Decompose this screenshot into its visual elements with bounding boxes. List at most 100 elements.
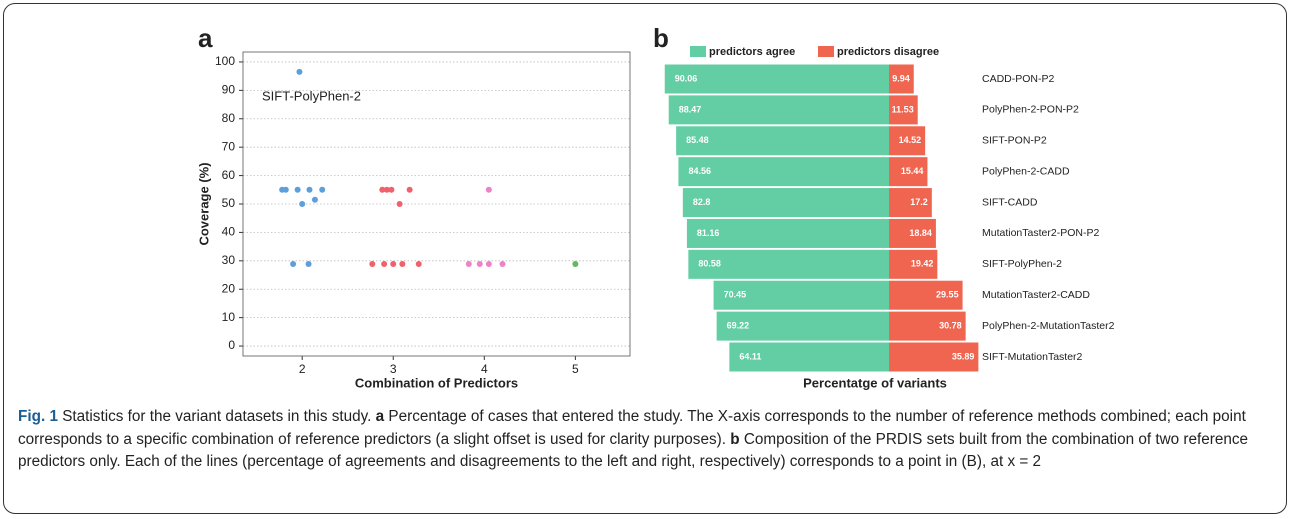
point bbox=[290, 260, 297, 267]
category-label: CADD-PON-P2 bbox=[982, 73, 1055, 85]
bar bbox=[889, 188, 932, 218]
bar bbox=[889, 249, 938, 279]
bar bbox=[889, 311, 966, 341]
caption-bold: b bbox=[730, 430, 740, 448]
bar bbox=[889, 342, 979, 372]
category-label: PolyPhen-2-PON-P2 bbox=[982, 104, 1079, 116]
annotation: SIFT-PolyPhen-2 bbox=[262, 88, 361, 103]
bar bbox=[889, 64, 914, 94]
category-label: PolyPhen-2-CADD bbox=[982, 165, 1070, 177]
bar bbox=[678, 157, 889, 187]
bar bbox=[889, 280, 963, 310]
value-label: 9.94 bbox=[892, 73, 910, 83]
legend-swatch bbox=[818, 46, 834, 57]
y-tick-label: 20 bbox=[222, 281, 236, 295]
value-label: 17.2 bbox=[910, 197, 928, 207]
point bbox=[572, 260, 579, 267]
point bbox=[396, 201, 403, 207]
x-tick-label: 5 bbox=[572, 362, 579, 376]
legend-label: predictors disagree bbox=[837, 46, 939, 58]
category-label: SIFT-PolyPhen-2 bbox=[982, 258, 1062, 270]
y-tick-label: 60 bbox=[222, 168, 236, 182]
x-tick-label: 3 bbox=[390, 362, 397, 376]
point bbox=[399, 260, 406, 267]
caption-text: Composition of the PRDIS sets built from… bbox=[18, 430, 1253, 471]
panel-label: a bbox=[198, 23, 213, 53]
value-label: 88.47 bbox=[679, 104, 702, 114]
category-label: SIFT-PON-P2 bbox=[982, 135, 1047, 147]
x-axis-label: Combination of Predictors bbox=[355, 375, 518, 390]
x-tick-label: 2 bbox=[299, 362, 306, 376]
point bbox=[299, 201, 306, 207]
y-tick-label: 90 bbox=[222, 83, 236, 97]
y-tick-label: 10 bbox=[222, 310, 236, 324]
point bbox=[476, 260, 483, 267]
point bbox=[369, 260, 376, 267]
value-label: 18.84 bbox=[909, 228, 932, 238]
bar bbox=[889, 95, 918, 125]
point bbox=[296, 68, 303, 75]
x-axis-label: Percentatge of variants bbox=[803, 375, 947, 390]
value-label: 19.42 bbox=[911, 259, 934, 269]
value-label: 90.06 bbox=[675, 73, 698, 83]
x-tick-label: 4 bbox=[481, 362, 488, 376]
bar bbox=[713, 280, 889, 310]
point bbox=[319, 186, 326, 193]
point bbox=[294, 186, 301, 193]
point bbox=[499, 260, 506, 267]
value-label: 64.11 bbox=[739, 351, 761, 361]
bar bbox=[889, 126, 926, 156]
caption-text: Percentage of cases that entered the stu… bbox=[18, 408, 1251, 448]
y-tick-label: 100 bbox=[215, 54, 235, 68]
caption-text: Statistics for the variant datasets in t… bbox=[57, 408, 376, 425]
caption-bold: Fig. 1 bbox=[18, 408, 58, 425]
bar bbox=[889, 218, 936, 248]
category-label: SIFT-CADD bbox=[982, 196, 1038, 208]
point bbox=[379, 186, 386, 193]
value-label: 84.56 bbox=[688, 166, 711, 176]
point bbox=[390, 260, 397, 267]
bar bbox=[729, 342, 889, 372]
legend-label: predictors agree bbox=[709, 46, 795, 58]
point bbox=[406, 186, 413, 193]
value-label: 14.52 bbox=[899, 135, 922, 145]
panel-label: b bbox=[653, 23, 669, 53]
y-tick-label: 30 bbox=[222, 253, 236, 267]
category-label: MutationTaster2-CADD bbox=[982, 289, 1090, 301]
value-label: 85.48 bbox=[686, 135, 709, 145]
legend-swatch bbox=[690, 46, 706, 57]
value-label: 70.45 bbox=[724, 290, 747, 300]
value-label: 81.16 bbox=[697, 228, 720, 238]
value-label: 15.44 bbox=[901, 166, 924, 176]
point bbox=[282, 186, 289, 193]
bar bbox=[664, 64, 889, 94]
y-tick-label: 80 bbox=[222, 111, 236, 125]
bar bbox=[686, 218, 889, 248]
point bbox=[415, 260, 422, 267]
value-label: 11.53 bbox=[892, 104, 914, 114]
bar bbox=[676, 126, 889, 156]
point bbox=[311, 196, 318, 203]
y-tick-label: 70 bbox=[222, 139, 236, 153]
bar bbox=[688, 249, 889, 279]
point bbox=[388, 186, 395, 193]
point bbox=[381, 260, 388, 267]
point bbox=[485, 186, 492, 193]
value-label: 69.22 bbox=[727, 320, 750, 330]
y-axis-label: Coverage (%) bbox=[196, 162, 211, 245]
value-label: 29.55 bbox=[936, 290, 959, 300]
value-label: 35.89 bbox=[952, 351, 975, 361]
value-label: 80.58 bbox=[698, 259, 721, 269]
point bbox=[305, 260, 312, 267]
y-tick-label: 40 bbox=[222, 225, 236, 239]
point bbox=[485, 260, 492, 267]
bar bbox=[716, 311, 889, 341]
bar bbox=[668, 95, 889, 125]
plot-frame bbox=[242, 51, 631, 357]
category-label: PolyPhen-2-MutationTaster2 bbox=[982, 320, 1115, 332]
category-label: SIFT-MutationTaster2 bbox=[982, 351, 1083, 363]
figure: a 0 10 20 30 40 50 60 70 80 90 100 2 3 4 5 SIFT-PolyPhen… bbox=[196, 23, 1115, 391]
point bbox=[383, 186, 390, 193]
bar bbox=[682, 188, 889, 218]
